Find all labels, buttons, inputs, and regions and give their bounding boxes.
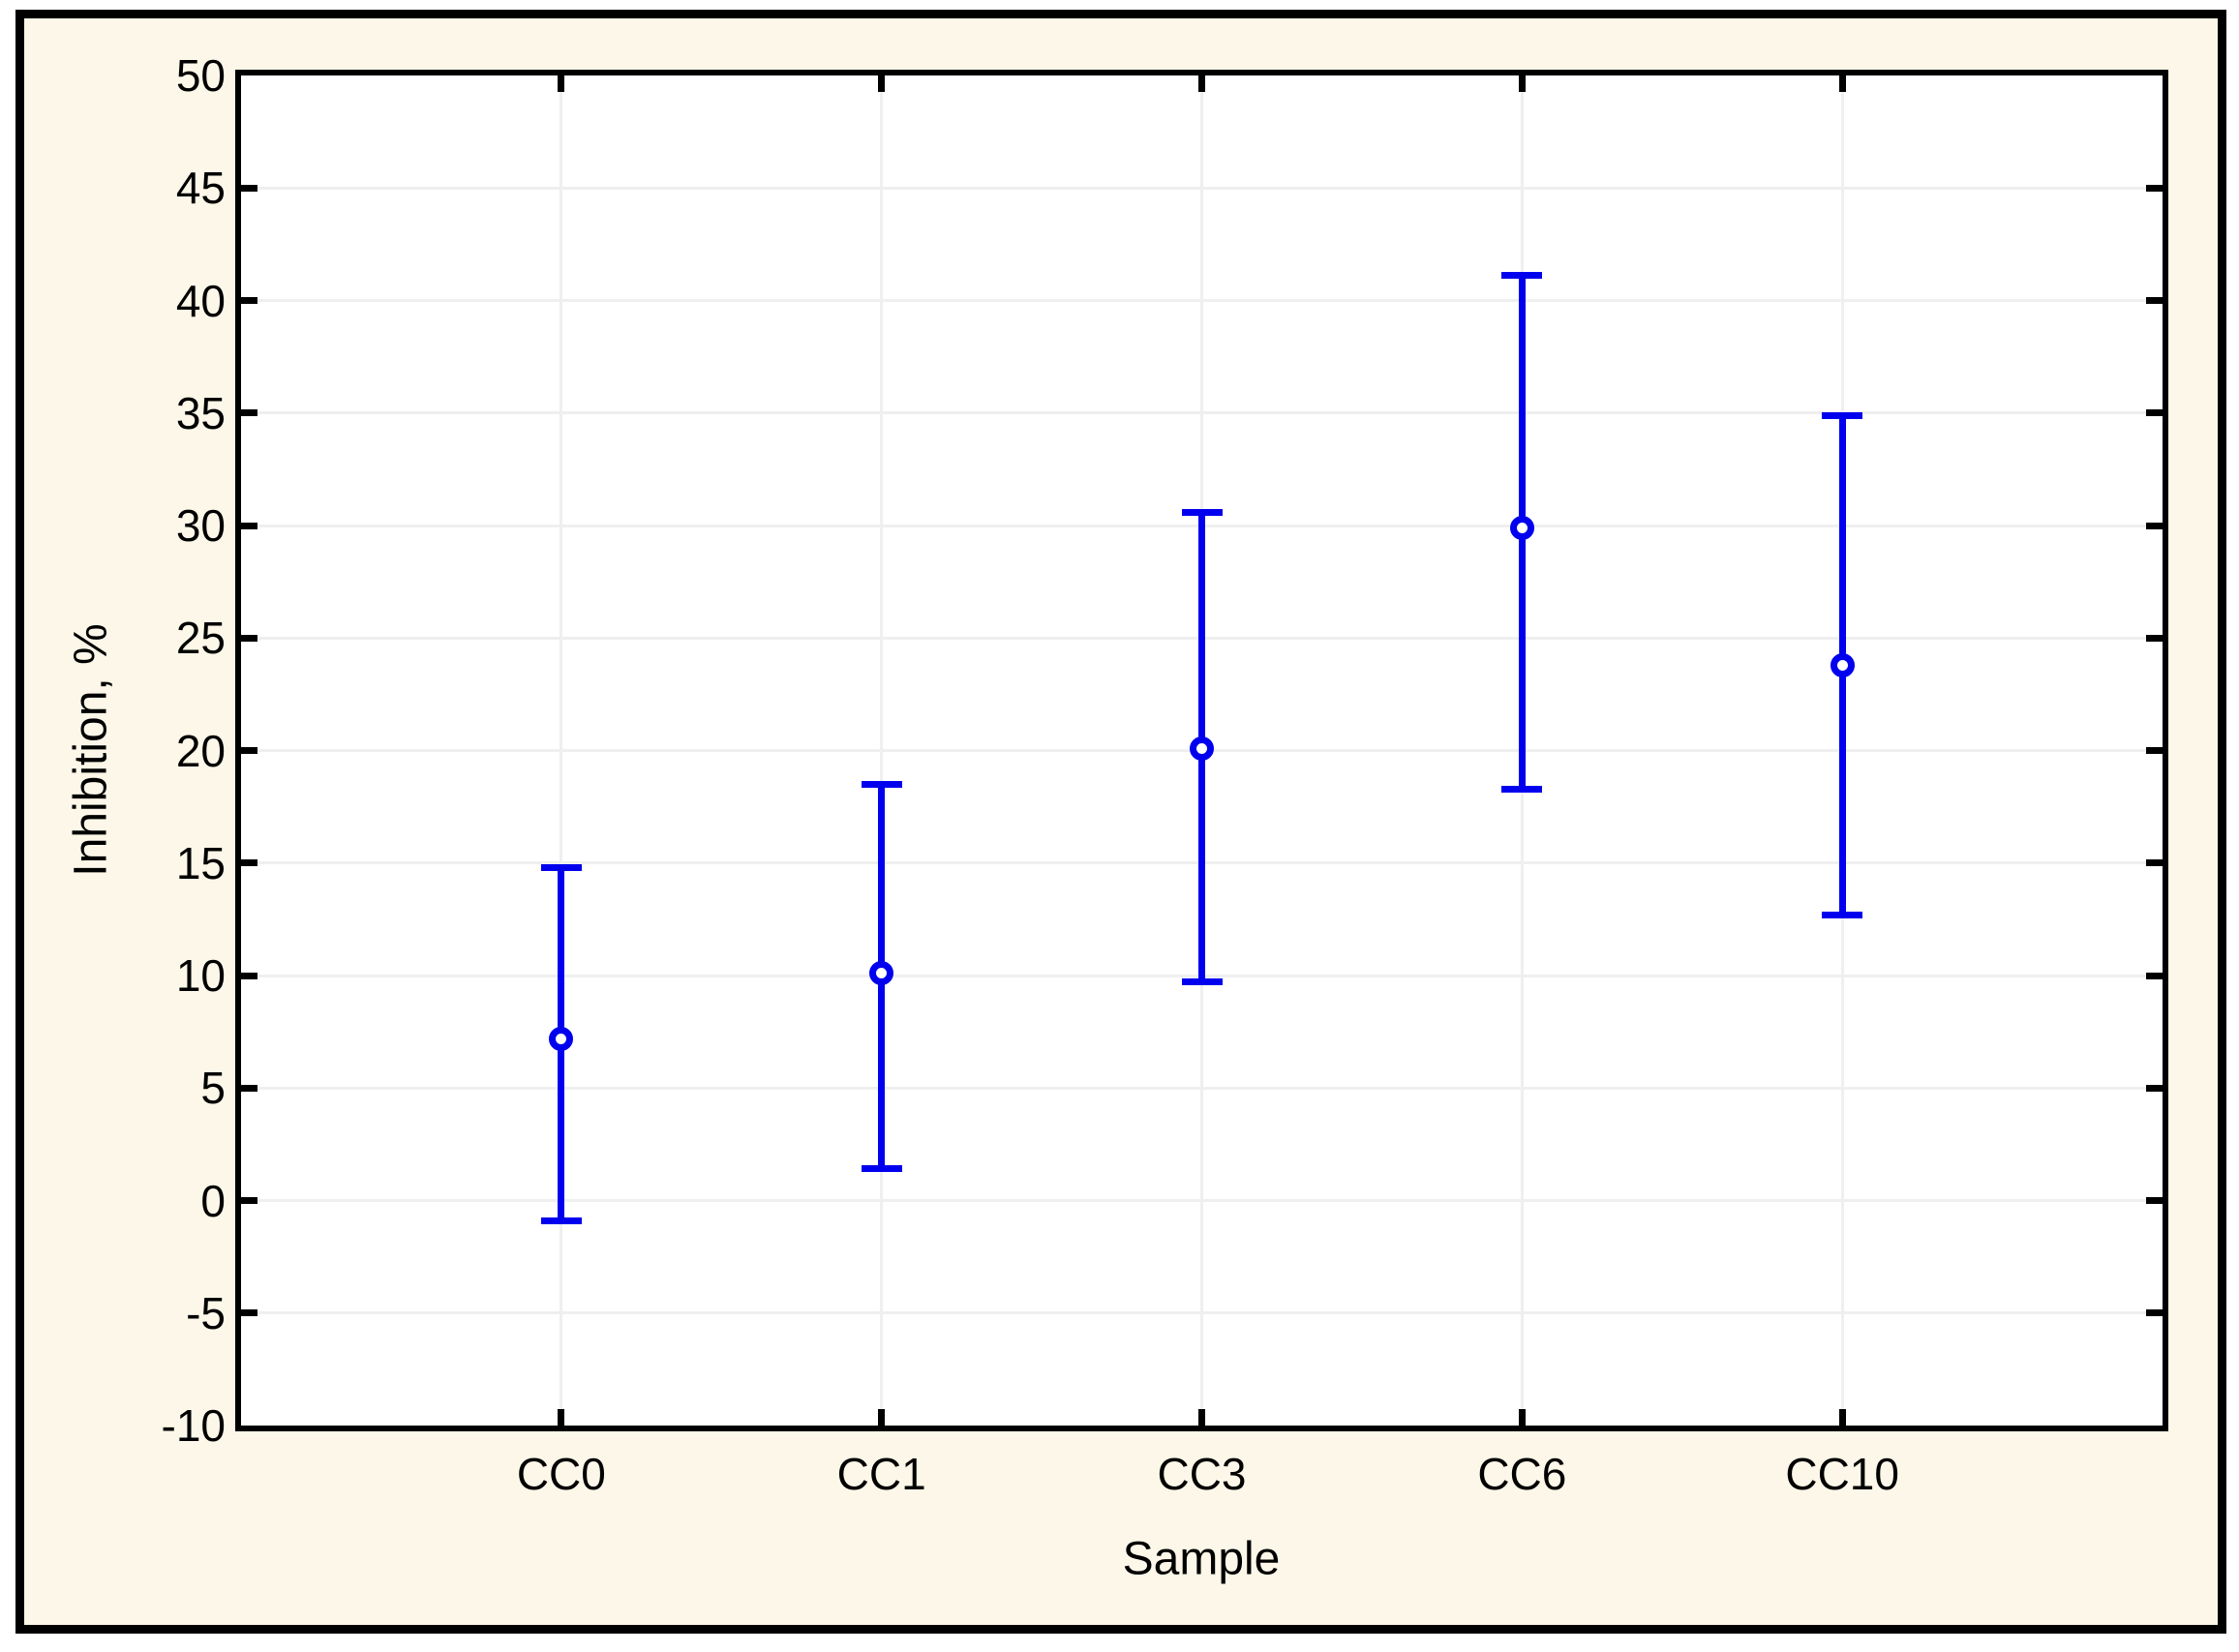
- error-bar-cap-bottom: [1822, 911, 1863, 918]
- error-bar-series: [241, 75, 2163, 1426]
- y-tick-label: 25: [175, 613, 226, 664]
- y-tick-label: 20: [175, 725, 226, 776]
- y-tick-label: 5: [200, 1063, 226, 1114]
- mean-marker: [1830, 652, 1855, 677]
- y-tick-label: 35: [175, 387, 226, 438]
- y-tick-label: -10: [161, 1400, 226, 1451]
- y-tick-label: 40: [175, 275, 226, 326]
- y-axis-tick-left: [241, 184, 257, 192]
- x-axis-tick-bottom: [1518, 1409, 1526, 1426]
- y-axis-tick-right: [2146, 522, 2163, 529]
- plot-area: [235, 70, 2168, 1431]
- y-axis-tick-right: [2146, 747, 2163, 754]
- y-axis-tick-right: [2146, 634, 2163, 642]
- y-tick-label: 50: [175, 50, 226, 101]
- y-tick-label: 45: [175, 163, 226, 214]
- mean-marker: [869, 961, 894, 986]
- y-axis-tick-left: [241, 297, 257, 304]
- x-tick-label: CC10: [1785, 1449, 1899, 1499]
- error-bar-cap-top: [540, 863, 582, 871]
- y-axis-tick-left: [241, 1309, 257, 1317]
- error-bar-cap-top: [861, 780, 902, 788]
- x-axis-tick-bottom: [878, 1409, 886, 1426]
- v-gridline: [880, 75, 884, 1426]
- y-tick-label: 30: [175, 500, 226, 551]
- error-bar-cap-top: [1501, 272, 1543, 280]
- x-tick-label: CC0: [516, 1449, 606, 1499]
- y-axis-tick-right: [2146, 1309, 2163, 1317]
- x-axis-title: Sample: [1122, 1533, 1281, 1585]
- error-bar-cap-bottom: [861, 1165, 902, 1173]
- y-axis-tick-left: [241, 972, 257, 979]
- x-tick-label: CC3: [1157, 1449, 1247, 1499]
- y-axis-title: Inhibition, %: [65, 623, 117, 877]
- y-axis-tick-right: [2146, 409, 2163, 417]
- y-axis-tick-right: [2146, 184, 2163, 192]
- y-axis-tick-left: [241, 634, 257, 642]
- y-axis-tick-right: [2146, 859, 2163, 867]
- y-tick-label: 10: [175, 950, 226, 1001]
- error-bar-cap-bottom: [1181, 978, 1223, 986]
- y-axis-tick-left: [241, 1197, 257, 1204]
- figure-frame: 50 45 40 35 30 25 20 15 10 5 0 -5 -10 CC0 CC1 CC3 CC6 CC…: [15, 10, 2226, 1634]
- y-tick-label: -5: [186, 1287, 226, 1338]
- error-bar-cap-bottom: [540, 1216, 582, 1224]
- y-axis-tick-left: [241, 1084, 257, 1092]
- y-axis-tick-left: [241, 522, 257, 529]
- mean-marker: [549, 1026, 574, 1051]
- x-tick-label: CC6: [1477, 1449, 1567, 1499]
- x-tick-label: CC1: [836, 1449, 926, 1499]
- y-axis-tick-right: [2146, 1084, 2163, 1092]
- error-bar-cap-bottom: [1501, 785, 1543, 793]
- x-axis-tick-top: [1518, 75, 1526, 92]
- mean-marker: [1190, 736, 1214, 761]
- error-bar-cap-top: [1822, 411, 1863, 419]
- x-axis-tick-top: [1198, 75, 1205, 92]
- x-axis-tick-top: [878, 75, 886, 92]
- y-axis-tick-left: [241, 747, 257, 754]
- y-tick-label: 15: [175, 837, 226, 888]
- y-axis-tick-left: [241, 409, 257, 417]
- axis-tick-layer: [241, 75, 2163, 1426]
- v-gridline: [560, 75, 563, 1426]
- mean-marker: [1509, 515, 1534, 540]
- error-bar-cap-top: [1181, 508, 1223, 516]
- x-axis-tick-bottom: [558, 1409, 565, 1426]
- x-axis-tick-top: [1838, 75, 1846, 92]
- x-axis-tick-bottom: [1838, 1409, 1846, 1426]
- x-axis-tick-top: [558, 75, 565, 92]
- y-axis-tick-right: [2146, 1197, 2163, 1204]
- x-axis-tick-bottom: [1198, 1409, 1205, 1426]
- y-tick-label: 0: [200, 1175, 226, 1226]
- y-axis-tick-right: [2146, 972, 2163, 979]
- y-axis-tick-left: [241, 859, 257, 867]
- y-axis-tick-right: [2146, 297, 2163, 304]
